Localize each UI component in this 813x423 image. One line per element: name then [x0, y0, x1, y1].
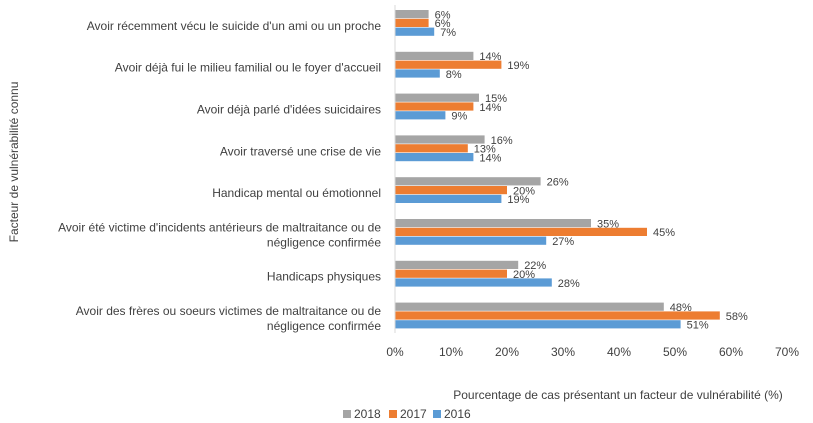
data-label-2017: 19%: [507, 60, 529, 72]
bar-2017: [395, 269, 507, 278]
bar-2016: [395, 194, 502, 203]
bar-2017: [395, 18, 429, 27]
category-label: Avoir été victime d'incidents antérieurs…: [58, 220, 381, 249]
bar-2018: [395, 51, 474, 60]
bar-2018: [395, 219, 591, 228]
data-label-2016: 7%: [440, 27, 456, 39]
data-label-2016: 51%: [687, 320, 709, 332]
bars: [395, 10, 720, 329]
bar-2016: [395, 27, 435, 36]
category-label: Avoir des frères ou soeurs victimes de m…: [76, 304, 382, 333]
category-label: Avoir déjà parlé d'idées suicidaires: [197, 103, 381, 117]
x-tick-label: 30%: [551, 345, 575, 359]
x-axis-ticks: 0% 10% 20% 30% 40% 50% 60% 70%: [386, 345, 799, 359]
data-label-2018: 35%: [597, 218, 619, 230]
data-label-2017: 58%: [726, 311, 748, 323]
data-label-2016: 8%: [446, 69, 462, 81]
legend-label-2016: 2016: [444, 407, 471, 421]
bar-2017: [395, 186, 507, 195]
bar-2018: [395, 260, 519, 269]
data-labels: 6%6%7%14%19%8%15%14%9%16%13%14%26%20%19%…: [435, 9, 748, 331]
x-tick-label: 70%: [775, 345, 799, 359]
bar-2018: [395, 135, 485, 144]
category-label: Avoir traversé une crise de vie: [220, 144, 382, 158]
data-label-2016: 14%: [479, 152, 501, 164]
y-axis-title: Facteur de vulnérabilité connu: [7, 82, 21, 243]
bar-2018: [395, 302, 664, 311]
bar-2017: [395, 311, 720, 320]
category-label-line: négligence confirmée: [267, 319, 381, 333]
category-label-line: Handicap mental ou émotionnel: [212, 186, 381, 200]
bar-2018: [395, 93, 479, 102]
bar-2016: [395, 320, 681, 329]
category-label-line: Avoir traversé une crise de vie: [220, 144, 382, 158]
data-label-2017: 45%: [653, 227, 675, 239]
data-label-2017: 6%: [435, 18, 451, 30]
category-label-line: Avoir déjà parlé d'idées suicidaires: [197, 103, 381, 117]
legend: 2018 2017 2016: [343, 407, 471, 421]
category-label: Avoir déjà fui le milieu familial ou le …: [115, 61, 381, 75]
data-label-2016: 27%: [552, 236, 574, 248]
data-label-2018: 16%: [491, 135, 513, 147]
category-labels: Avoir récemment vécu le suicide d'un ami…: [58, 19, 381, 333]
category-label-line: Handicaps physiques: [267, 270, 381, 284]
data-label-2018: 26%: [547, 177, 569, 189]
bar-2016: [395, 69, 440, 78]
data-label-2017: 20%: [513, 185, 535, 197]
bar-2017: [395, 60, 502, 69]
x-axis-title: Pourcentage de cas présentant un facteur…: [453, 388, 783, 402]
x-tick-label: 20%: [495, 345, 519, 359]
data-label-2018: 14%: [479, 51, 501, 63]
category-label-line: négligence confirmée: [267, 235, 381, 249]
category-label-line: Avoir déjà fui le milieu familial ou le …: [115, 61, 381, 75]
legend-label-2017: 2017: [400, 407, 427, 421]
bar-2017: [395, 144, 468, 153]
bar-2016: [395, 236, 547, 245]
bar-2016: [395, 278, 552, 287]
x-tick-label: 50%: [663, 345, 687, 359]
x-tick-label: 10%: [439, 345, 463, 359]
data-label-2016: 19%: [507, 194, 529, 206]
category-label: Avoir récemment vécu le suicide d'un ami…: [87, 19, 382, 33]
category-label: Handicap mental ou émotionnel: [212, 186, 381, 200]
data-label-2018: 6%: [435, 9, 451, 21]
legend-swatch-2017: [389, 410, 397, 418]
category-label-line: Avoir des frères ou soeurs victimes de m…: [76, 304, 382, 318]
data-label-2016: 28%: [558, 278, 580, 290]
legend-label-2018: 2018: [354, 407, 381, 421]
data-label-2017: 14%: [479, 102, 501, 114]
data-label-2018: 15%: [485, 93, 507, 105]
legend-swatch-2018: [343, 410, 351, 418]
category-label-line: Avoir été victime d'incidents antérieurs…: [58, 220, 381, 234]
x-tick-label: 60%: [719, 345, 743, 359]
data-label-2018: 48%: [670, 302, 692, 314]
bar-2016: [395, 153, 474, 162]
data-label-2017: 20%: [513, 269, 535, 281]
category-label-line: Avoir récemment vécu le suicide d'un ami…: [87, 19, 382, 33]
legend-swatch-2016: [433, 410, 441, 418]
bar-2017: [395, 102, 474, 111]
x-tick-label: 40%: [607, 345, 631, 359]
bar-2017: [395, 227, 647, 236]
bar-2016: [395, 111, 446, 120]
x-tick-label: 0%: [386, 345, 404, 359]
bar-2018: [395, 10, 429, 19]
data-label-2016: 9%: [451, 111, 467, 123]
category-label: Handicaps physiques: [267, 270, 381, 284]
data-label-2018: 22%: [524, 260, 546, 272]
data-label-2017: 13%: [474, 144, 496, 156]
bar-2018: [395, 177, 541, 186]
